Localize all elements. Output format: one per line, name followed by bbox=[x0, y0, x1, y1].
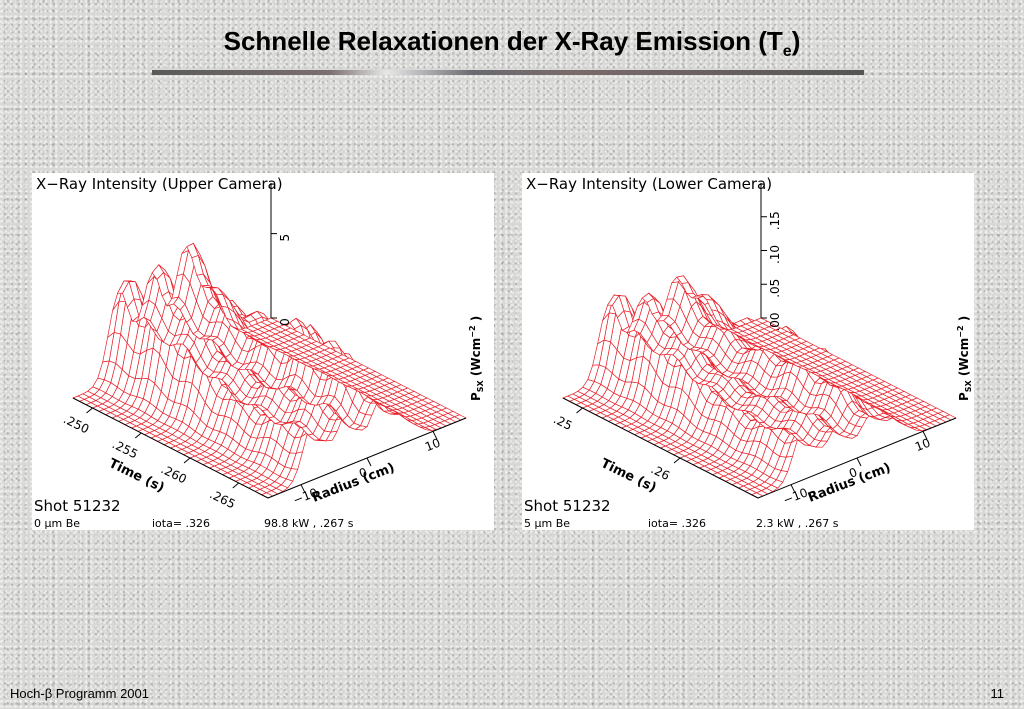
x-tick-mark bbox=[366, 457, 372, 467]
x-tick-label: 10 bbox=[423, 436, 442, 455]
z-label-exp: −2 bbox=[956, 325, 965, 337]
z-label-close: ) bbox=[469, 316, 483, 326]
z-tick-label: .10 bbox=[768, 245, 782, 264]
surface-mesh bbox=[562, 275, 957, 499]
y-axis-label: Time (s) bbox=[598, 456, 658, 496]
z-axis-label: PSX (Wcm−2 ) bbox=[468, 316, 485, 401]
iota-info: iota= .326 bbox=[152, 517, 210, 530]
x-tick-mark bbox=[300, 484, 306, 493]
z-label-exp: −2 bbox=[468, 325, 477, 337]
footer-beta: β bbox=[44, 686, 53, 701]
footer-program: Hoch-β Programm 2001 bbox=[10, 686, 149, 701]
filter-info: 5 µm Be bbox=[524, 517, 570, 530]
axes bbox=[562, 183, 957, 499]
y-tick-mark bbox=[673, 457, 681, 464]
iota-info: iota= .326 bbox=[648, 517, 706, 530]
lower-camera-panel: X−Ray Intensity (Lower Camera) −10 0 10.25… bbox=[522, 173, 974, 530]
filter-info: 0 µm Be bbox=[34, 517, 80, 530]
x-axis-label: Radius (cm) bbox=[310, 460, 397, 505]
power-info: 98.8 kW , .267 s bbox=[264, 517, 354, 530]
x-tick-mark bbox=[790, 484, 796, 493]
z-tick-label: 5 bbox=[278, 234, 292, 242]
surface-mesh bbox=[72, 242, 467, 499]
y-tick-mark bbox=[134, 432, 142, 439]
chart-title: X−Ray Intensity (Upper Camera) bbox=[36, 175, 283, 193]
x-tick-mark bbox=[432, 431, 438, 440]
y-tick-mark bbox=[576, 407, 583, 414]
chart-title: X−Ray Intensity (Lower Camera) bbox=[526, 175, 772, 193]
footer-prefix: Hoch- bbox=[10, 686, 45, 701]
title-subscript: e bbox=[782, 43, 792, 61]
footer-suffix: Programm 2001 bbox=[52, 686, 149, 701]
z-axis-label: PSX (Wcm−2 ) bbox=[956, 316, 973, 401]
y-tick-label: .265 bbox=[207, 487, 237, 511]
y-axis-line bbox=[72, 397, 269, 499]
z-tick-label: .00 bbox=[768, 312, 782, 331]
shot-label: Shot 51232 bbox=[524, 497, 611, 515]
y-tick-label: .25 bbox=[551, 412, 574, 433]
z-label-unit: (Wcm bbox=[469, 338, 483, 381]
shot-label: Shot 51232 bbox=[34, 497, 121, 515]
z-label-sub: SX bbox=[964, 379, 973, 392]
title-rule bbox=[152, 70, 864, 75]
title-close: ) bbox=[791, 26, 801, 56]
power-info: 2.3 kW , .267 s bbox=[756, 517, 839, 530]
lower-camera-chart: X−Ray Intensity (Lower Camera) −10010.25… bbox=[524, 175, 973, 530]
page-number: 11 bbox=[990, 686, 1005, 701]
mesh-cell bbox=[755, 317, 769, 324]
slide-title: Schnelle Relaxationen der X-Ray Emission… bbox=[0, 26, 1024, 61]
x-tick-label: −10 bbox=[781, 485, 810, 507]
z-tick-label: .15 bbox=[768, 211, 782, 230]
y-tick-label: .250 bbox=[61, 412, 91, 436]
z-tick-label: 0 bbox=[278, 318, 292, 326]
axes bbox=[72, 183, 467, 499]
y-tick-mark bbox=[183, 457, 191, 464]
y-tick-mark bbox=[86, 407, 93, 414]
y-axis-label: Time (s) bbox=[106, 456, 166, 496]
x-tick-mark bbox=[922, 431, 928, 440]
y-tick-mark bbox=[232, 482, 240, 489]
z-label-main: P bbox=[957, 392, 971, 401]
x-tick-label: 10 bbox=[913, 436, 932, 455]
z-label-close: ) bbox=[957, 316, 971, 326]
y-axis-line bbox=[562, 397, 759, 499]
title-text: Schnelle Relaxationen der X-Ray Emission… bbox=[223, 26, 783, 56]
z-tick-label: .05 bbox=[768, 279, 782, 298]
x-tick-mark bbox=[856, 457, 862, 467]
upper-camera-chart: X−Ray Intensity (Upper Camera) −10010.25… bbox=[34, 175, 485, 530]
upper-camera-panel: X−Ray Intensity (Upper Camera) −10 0 10.25… bbox=[32, 173, 494, 530]
z-label-main: P bbox=[469, 392, 483, 401]
z-label-unit: (Wcm bbox=[957, 338, 971, 381]
mesh-cell bbox=[265, 317, 279, 324]
z-label-sub: SX bbox=[476, 379, 485, 392]
